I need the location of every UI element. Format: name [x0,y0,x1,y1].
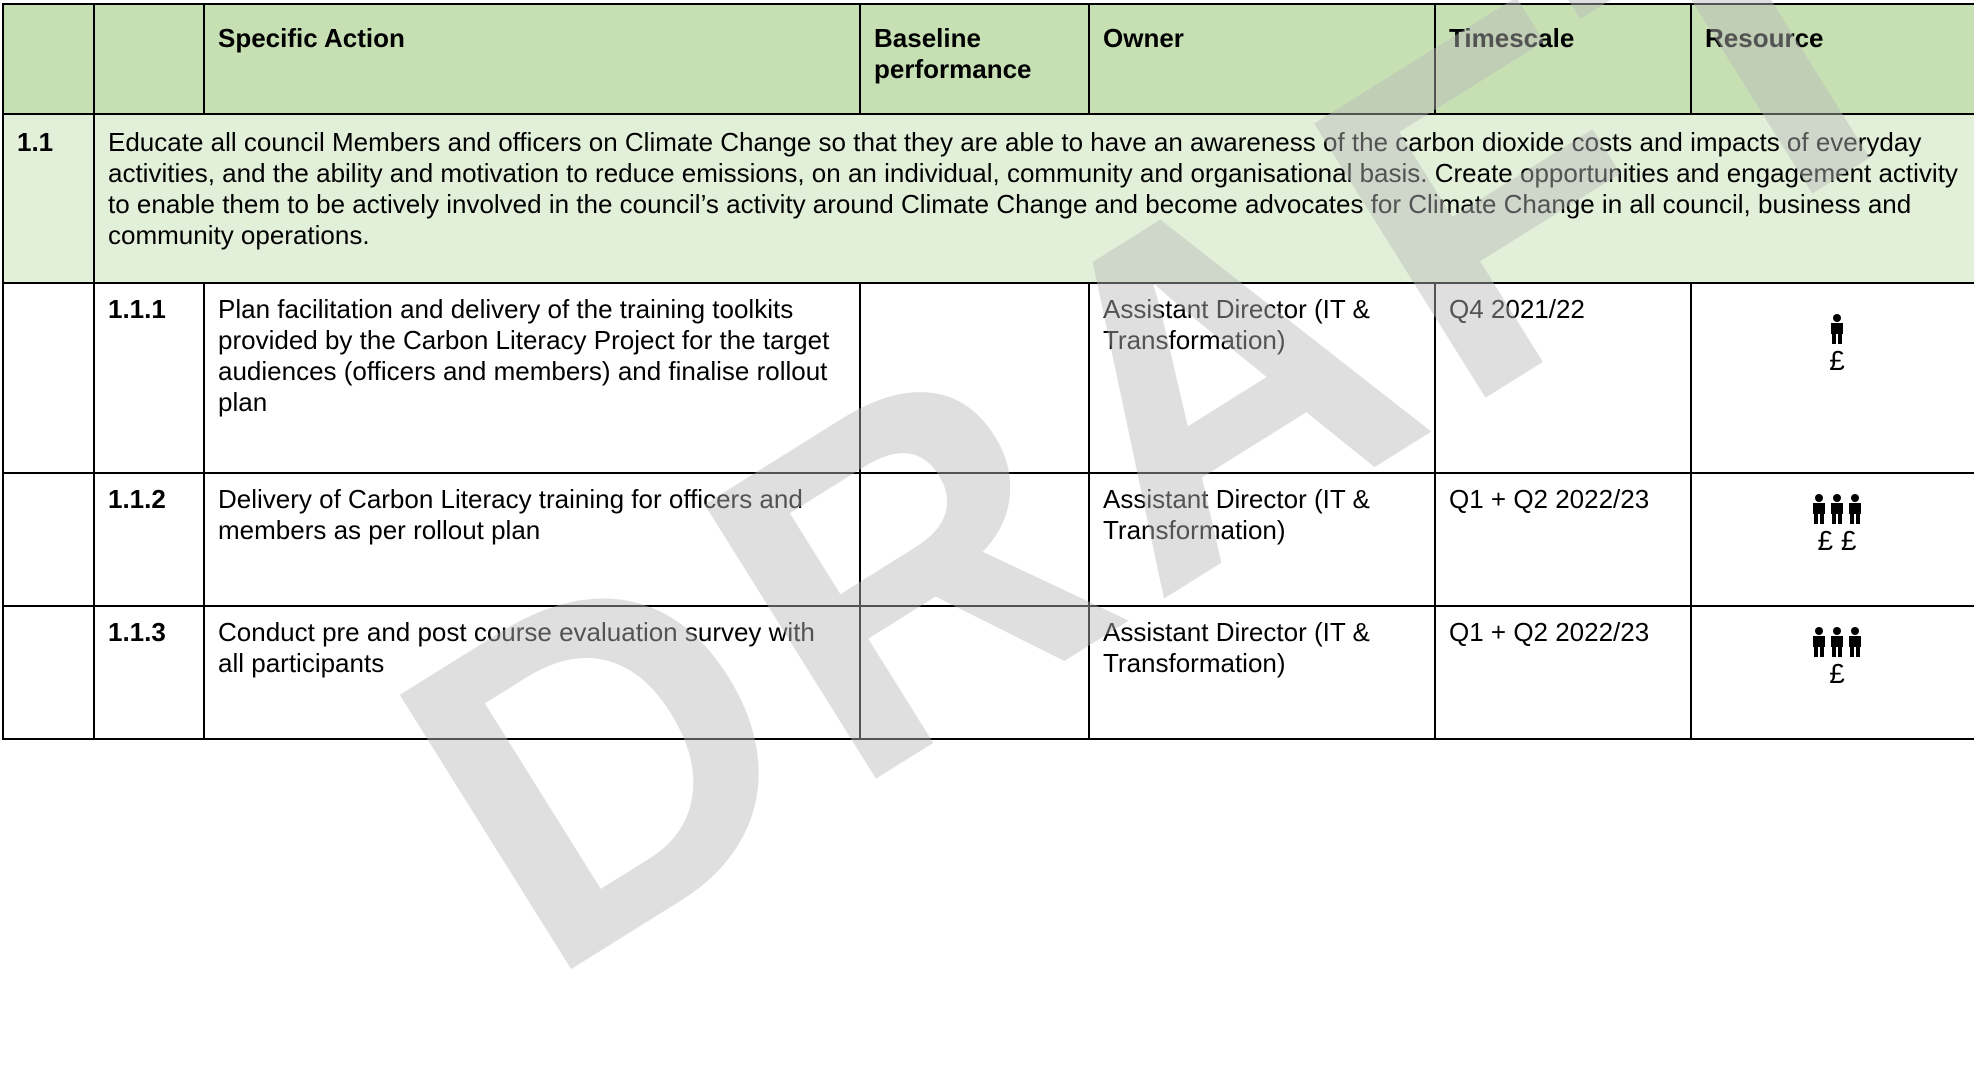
cost: £ £ [1817,525,1857,556]
cost: £ [1829,658,1845,689]
action-row: 1.1.3 Conduct pre and post course evalua… [2,605,1974,740]
person-icon [1849,627,1861,657]
header-cell [2,3,95,115]
action-text: Plan facilitation and delivery of the tr… [203,282,861,474]
action-row: 1.1.1 Plan facilitation and delivery of … [2,282,1974,474]
cell [2,472,95,607]
action-row: 1.1.2 Delivery of Carbon Literacy traini… [2,472,1974,607]
action-text: Conduct pre and post course evaluation s… [203,605,861,740]
header-cell: Specific Action [203,3,861,115]
cell [2,282,95,474]
person-icon [1813,494,1825,524]
cell [2,605,95,740]
action-number: 1.1.3 [93,605,205,740]
action-number: 1.1.1 [93,282,205,474]
timescale: Q4 2021/22 [1434,282,1692,474]
baseline-cell [859,605,1090,740]
action-number: 1.1.2 [93,472,205,607]
timescale: Q1 + Q2 2022/23 [1434,472,1692,607]
people-icons [1705,627,1969,657]
action-table: Specific Action Baseline performance Own… [2,3,1974,740]
section-text: Educate all council Members and officers… [93,113,1974,284]
header-cell: Baseline performance [859,3,1090,115]
resource: £ £ [1690,472,1974,607]
person-icon [1849,494,1861,524]
owner: Assistant Director (IT & Transformation) [1088,605,1436,740]
people-icons [1705,314,1969,344]
cost: £ [1829,345,1845,376]
header-cell: Resource [1690,3,1974,115]
action-text: Delivery of Carbon Literacy training for… [203,472,861,607]
header-cell: Owner [1088,3,1436,115]
person-icon [1813,627,1825,657]
header-row: Specific Action Baseline performance Own… [2,3,1974,115]
baseline-cell [859,472,1090,607]
resource: £ [1690,605,1974,740]
owner: Assistant Director (IT & Transformation) [1088,282,1436,474]
header-cell: Timescale [1434,3,1692,115]
baseline-cell [859,282,1090,474]
person-icon [1831,627,1843,657]
resource: £ [1690,282,1974,474]
header-cell [93,3,205,115]
timescale: Q1 + Q2 2022/23 [1434,605,1692,740]
people-icons [1705,494,1969,524]
person-icon [1831,494,1843,524]
section-row: 1.1 Educate all council Members and offi… [2,113,1974,284]
person-icon [1831,314,1843,344]
section-number: 1.1 [2,113,95,284]
owner: Assistant Director (IT & Transformation) [1088,472,1436,607]
